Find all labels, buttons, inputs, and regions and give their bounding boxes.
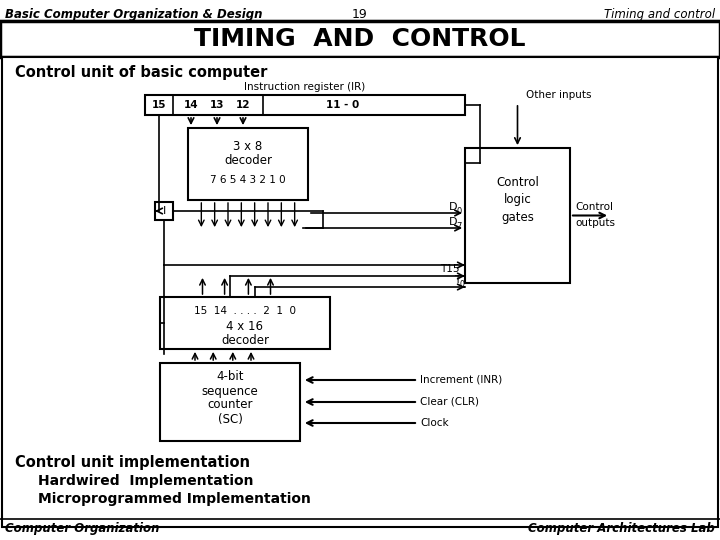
Text: Microprogrammed Implementation: Microprogrammed Implementation	[38, 492, 311, 506]
Text: Computer Architectures Lab: Computer Architectures Lab	[528, 522, 715, 535]
Text: 3 x 8: 3 x 8	[233, 139, 263, 152]
Text: outputs: outputs	[575, 219, 615, 228]
Text: 15  14  . . . .  2  1  0: 15 14 . . . . 2 1 0	[194, 306, 296, 316]
Text: Control: Control	[575, 202, 613, 213]
Bar	[2, 57, 718, 527]
Text: 14: 14	[184, 100, 198, 110]
Text: 11 - 0: 11 - 0	[326, 100, 359, 110]
Text: Increment (INR): Increment (INR)	[420, 375, 503, 385]
Text: 4 x 16: 4 x 16	[227, 320, 264, 333]
Bar	[160, 297, 330, 349]
Text: Clock: Clock	[420, 418, 449, 428]
Text: Computer Organization: Computer Organization	[5, 522, 160, 535]
Bar	[160, 363, 300, 441]
Text: D: D	[449, 217, 457, 227]
Text: 19: 19	[352, 8, 368, 21]
Text: 7 6 5 4 3 2 1 0: 7 6 5 4 3 2 1 0	[210, 175, 286, 185]
Bar	[0, 21, 720, 57]
Text: gates: gates	[501, 211, 534, 224]
Text: Control: Control	[496, 177, 539, 190]
Text: Timing and control: Timing and control	[604, 8, 715, 21]
Text: sequence: sequence	[202, 384, 258, 397]
Bar	[465, 148, 570, 283]
Text: Other inputs: Other inputs	[526, 90, 591, 100]
Text: 0: 0	[459, 280, 464, 289]
Bar	[188, 128, 308, 200]
Text: 7: 7	[456, 222, 462, 231]
Text: Control unit of basic computer: Control unit of basic computer	[15, 65, 267, 80]
Bar	[145, 95, 465, 115]
Text: (SC): (SC)	[217, 414, 243, 427]
Text: decoder: decoder	[224, 153, 272, 166]
Text: 13: 13	[210, 100, 224, 110]
Text: Hardwired  Implementation: Hardwired Implementation	[38, 474, 253, 488]
Text: D: D	[449, 202, 457, 212]
Text: T: T	[454, 275, 460, 285]
Text: T15: T15	[441, 264, 460, 274]
Text: counter: counter	[207, 399, 253, 411]
Text: 4-bit: 4-bit	[216, 370, 244, 383]
Text: 0: 0	[456, 207, 462, 216]
Bar	[155, 202, 173, 220]
Text: TIMING  AND  CONTROL: TIMING AND CONTROL	[194, 27, 526, 51]
Text: 15: 15	[152, 100, 166, 110]
Text: 12: 12	[235, 100, 251, 110]
Text: Control unit implementation: Control unit implementation	[15, 455, 250, 470]
Text: Clear (CLR): Clear (CLR)	[420, 397, 479, 407]
Text: Instruction register (IR): Instruction register (IR)	[244, 82, 366, 92]
Text: logic: logic	[503, 193, 531, 206]
Text: I: I	[163, 206, 166, 216]
Text: Basic Computer Organization & Design: Basic Computer Organization & Design	[5, 8, 263, 21]
Text: decoder: decoder	[221, 334, 269, 347]
